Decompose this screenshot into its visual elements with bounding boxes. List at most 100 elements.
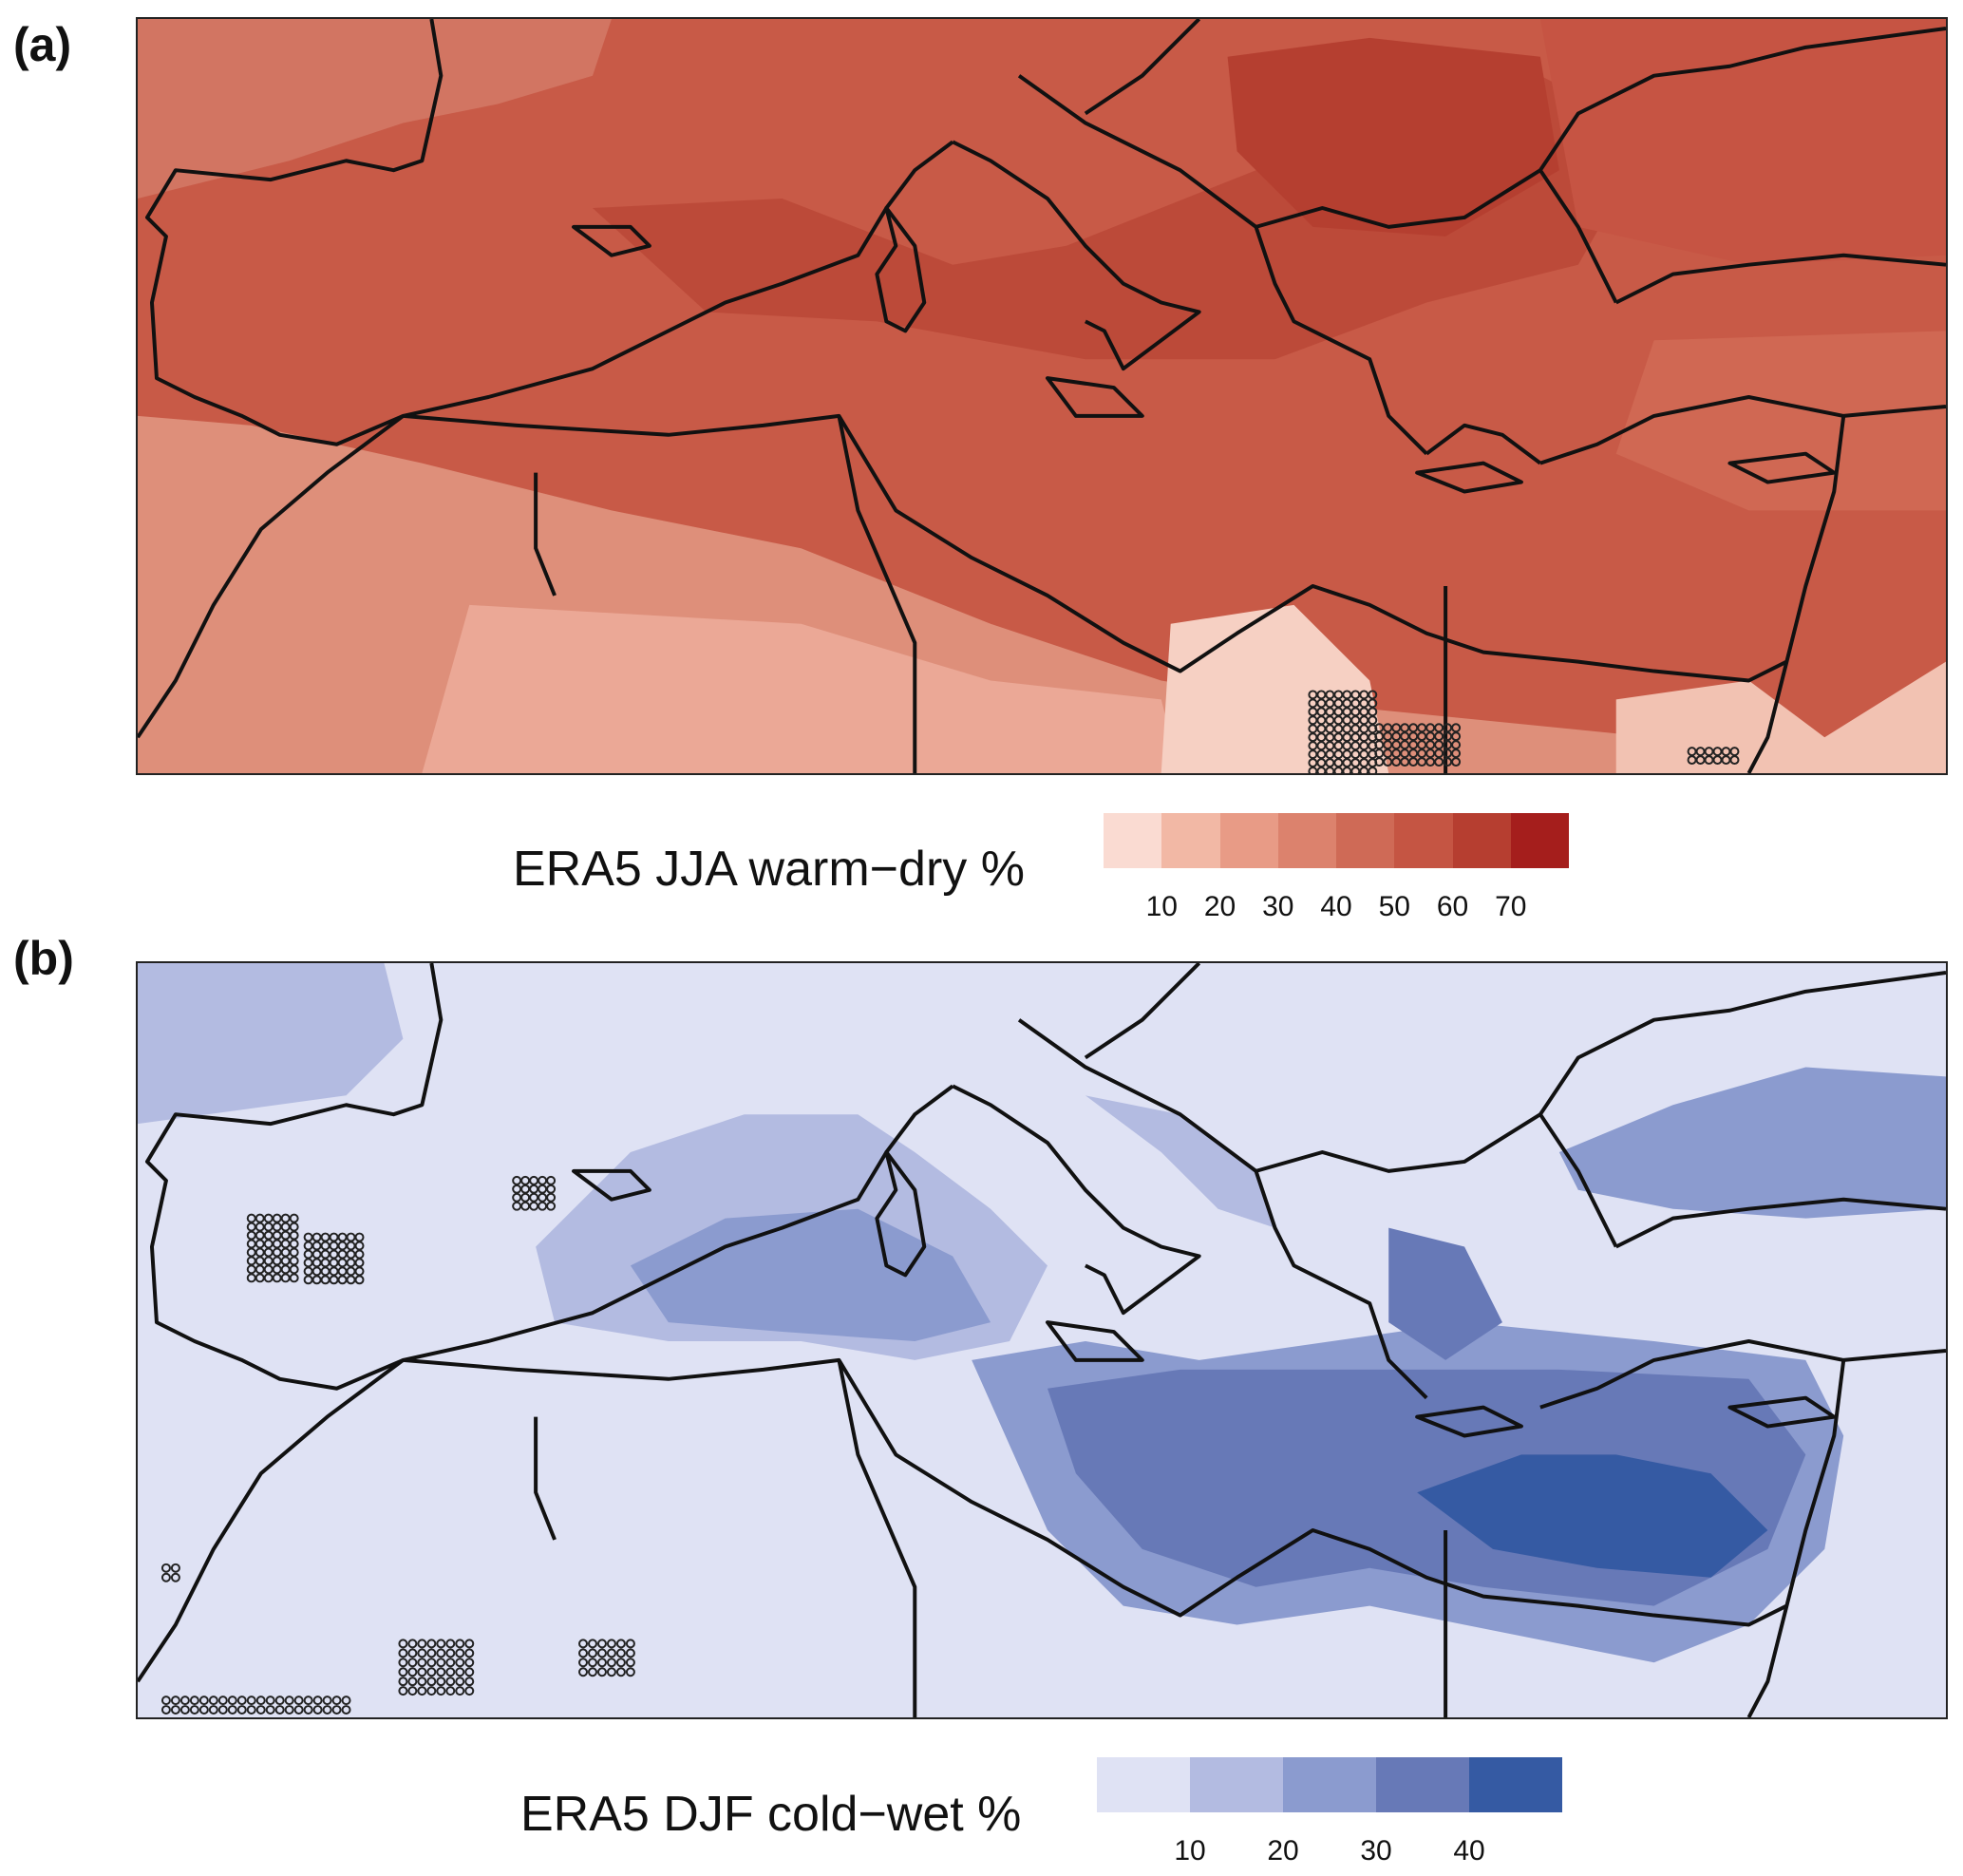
stipple-dot [289,1273,299,1283]
stipple-dot [398,1658,408,1668]
stipple-dot [426,1639,437,1649]
map-a-field-sinai [1615,661,1946,773]
coast-black-sea-west [1538,26,1946,304]
stipple-dot [464,1639,475,1649]
stipple-dot [246,1696,256,1706]
coast-crete-arc [1425,423,1542,465]
legend-b-title: ERA5 DJF cold−wet % [520,1787,1022,1842]
stipple-dot [198,1696,209,1706]
stipple-dot [407,1658,418,1668]
coast-black-sea-west-b [1538,970,1946,1248]
stipple-dot [331,1705,342,1715]
stipple-dot [265,1705,275,1715]
map-b-svg [138,963,1946,1717]
coast-north-africa-b [403,1357,1788,1627]
stipple-dot [255,1273,265,1283]
stipple-dot [170,1563,180,1573]
border-algeria-libya-b [837,1359,917,1717]
stipple-dot [322,1705,332,1715]
colorbar-a-tick-label: 20 [1203,891,1236,922]
border-morocco-algeria-b [534,1416,557,1541]
stipple-dot [625,1667,635,1677]
colorbar-b-tick-label: 40 [1453,1835,1485,1867]
stipple-dot [426,1686,437,1696]
panel-b-map [136,961,1948,1719]
map-b-stippling [160,1175,635,1715]
stipple-dot [407,1677,418,1687]
stipple-dot [426,1658,437,1668]
stipple-dot [436,1677,446,1687]
stipple-dot [255,1705,266,1715]
stipple-dot [588,1639,597,1649]
map-b-field-levantine-max [1417,1454,1768,1578]
coast-cyprus [1727,451,1837,484]
stipple-dot [208,1705,218,1715]
stipple-dot [217,1705,228,1715]
stipple-dot [606,1639,616,1649]
coast-morocco-b [138,1358,405,1683]
stipple-dot [625,1658,635,1668]
colorbar-a-swatch [1452,813,1511,868]
stipple-dot [417,1677,427,1687]
stipple-dot [398,1667,408,1677]
coast-balearics-b [572,1168,651,1202]
stipple-dot [606,1667,616,1677]
stipple-dot [170,1696,180,1706]
stipple-dot [1368,767,1378,773]
stipple-dot [455,1658,465,1668]
stipple-dot [170,1572,180,1582]
stipple-dot [284,1696,294,1706]
map-b-field-west-med-core [630,1208,991,1341]
stipple-dot [398,1677,408,1687]
colorbar-b-swatch [1469,1757,1562,1812]
stipple-dot [255,1222,265,1232]
stipple-dot [512,1201,522,1211]
panel-a-label: (a) [13,18,72,71]
colorbar-b [1097,1757,1562,1812]
coast-adriatic [1017,74,1428,456]
stipple-dot [546,1175,557,1185]
stipple-dot [455,1648,465,1658]
stipple-dot [189,1705,199,1715]
stipple-dot [512,1175,522,1185]
coast-adriatic-b [1017,1018,1428,1400]
stipple-dot [407,1639,418,1649]
stipple-dot [407,1686,418,1696]
stipple-dot [445,1639,456,1649]
stipple-dot [455,1639,465,1649]
map-b-field-adriatic [1085,1095,1275,1228]
stipple-dot [426,1677,437,1687]
border-alps-b [1084,963,1201,1060]
stipple-dot [255,1264,265,1275]
stipple-dot [445,1677,456,1687]
coast-balearics [572,224,651,257]
colorbar-b-ticks: 10 20 30 40 [1097,1835,1562,1873]
colorbar-b-swatch [1097,1757,1190,1812]
coast-black-sea-south-b [1614,1197,1946,1249]
stipple-dot [274,1705,285,1715]
coast-sicily-b [1045,1320,1144,1362]
stipple-dot [417,1686,427,1696]
coast-corsica-sardinia [875,206,927,333]
stipple-dot [160,1572,171,1582]
coast-iberia [144,19,954,446]
stipple-dot [179,1696,190,1706]
stipple-dot [170,1705,180,1715]
stipple-dot [198,1705,209,1715]
stipple-dot [407,1667,418,1677]
map-b-field-aegean [1388,1227,1502,1360]
stipple-dot [303,1705,313,1715]
colorbar-a-tick-label: 40 [1320,891,1352,922]
stipple-dot [398,1686,408,1696]
map-b-field-black-sea [1558,1067,1946,1219]
stipple-dot [320,1266,330,1277]
border-algeria-libya [837,415,917,773]
stipple-dot [179,1705,190,1715]
stipple-dot [436,1648,446,1658]
coast-italy [952,140,1201,371]
stipple-dot [512,1192,522,1203]
colorbar-a-swatch [1336,813,1395,868]
map-a-field-libya [422,604,1180,773]
map-b-field-atlantic [138,963,404,1125]
map-b-coastlines [138,963,1946,1717]
